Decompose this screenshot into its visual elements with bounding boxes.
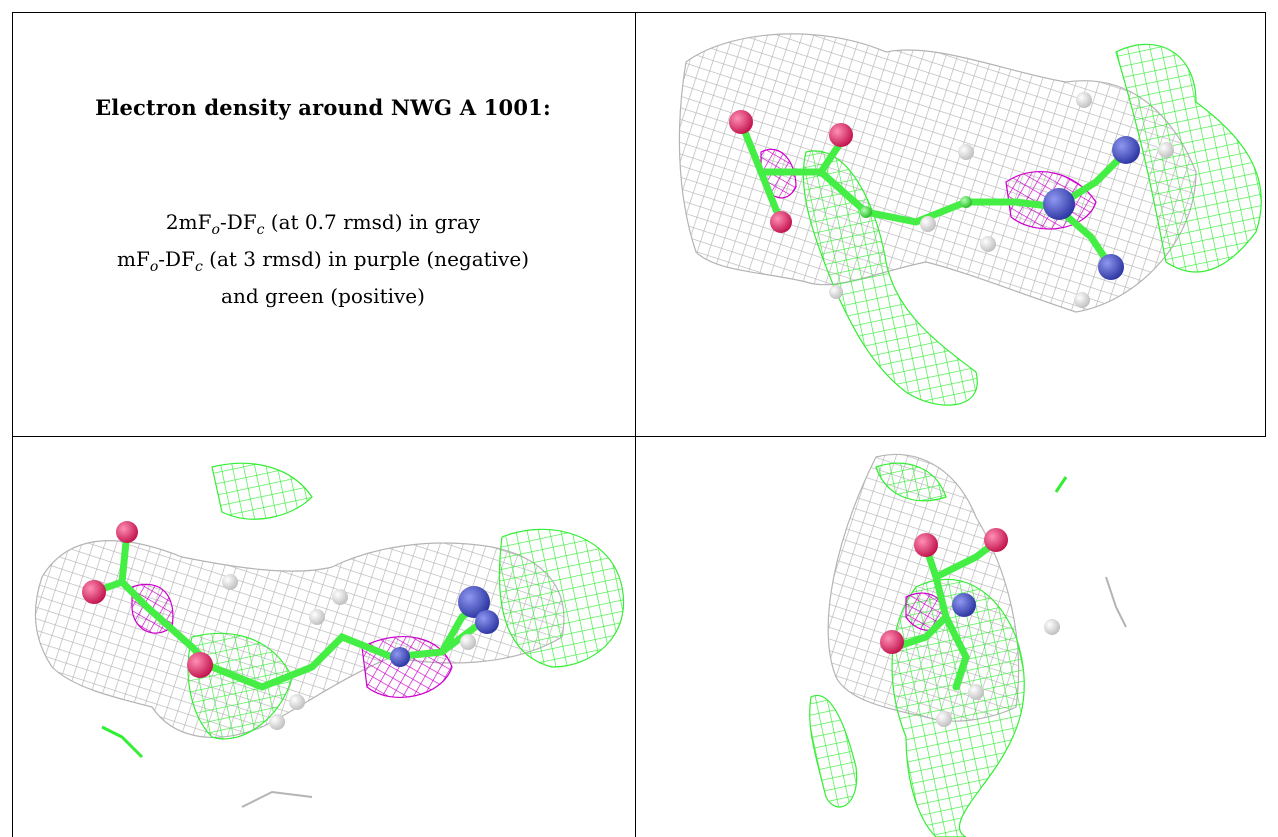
density-view-bottom-left [12,437,635,837]
density-image-2 [34,462,625,808]
density-image-1 [678,33,1262,406]
density-image-3 [809,453,1127,837]
table-rule-center [635,12,636,837]
legend-text: 2mFo-DFc (at 0.7 rmsd) in gray mFo-DFc (… [12,208,634,311]
legend-line-2fofc: 2mFo-DFc (at 0.7 rmsd) in gray [165,210,481,238]
legend-line-positive: and green (positive) [221,284,425,308]
legend-line-fofc: mFo-DFc (at 3 rmsd) in purple (negative) [117,247,529,275]
legend-cell: Electron density around NWG A 1001: 2mFo… [12,12,635,436]
density-view-bottom-right [636,437,1266,837]
figure-table: Electron density around NWG A 1001: 2mFo… [12,12,1266,837]
figure-title: Electron density around NWG A 1001: [95,95,551,120]
table-rule-left [12,12,13,837]
table-rule-middle [12,436,1266,437]
table-rule-right [1265,12,1266,437]
density-view-top-right [636,12,1266,436]
table-rule-top [12,12,1266,13]
